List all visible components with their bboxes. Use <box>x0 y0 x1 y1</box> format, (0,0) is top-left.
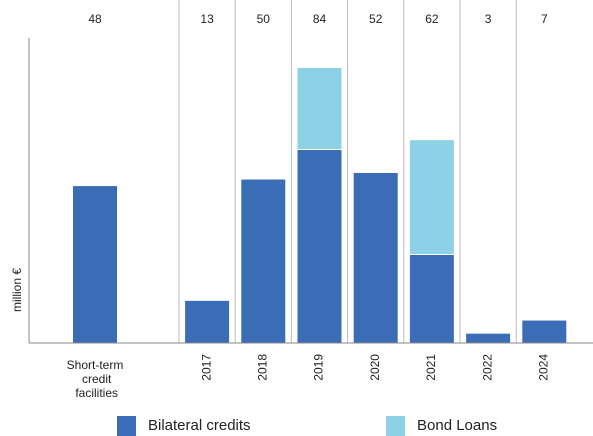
total-label: 13 <box>200 12 214 26</box>
x-tick-label: 2021 <box>424 354 438 381</box>
total-label: 84 <box>313 12 327 26</box>
x-tick-label: 2017 <box>199 354 213 381</box>
total-label: 48 <box>88 12 102 26</box>
legend-label: Bond Loans <box>417 417 497 434</box>
x-tick-label: 2019 <box>312 354 326 381</box>
bar <box>184 299 231 344</box>
x-tick-label: 2018 <box>255 354 269 381</box>
bar <box>465 332 512 344</box>
bar <box>408 139 455 255</box>
x-tick-label: 2020 <box>368 354 382 381</box>
total-label: 3 <box>485 12 492 26</box>
y-axis-label: million € <box>10 268 24 312</box>
bar <box>72 185 118 344</box>
x-tick-label: Short-term credit facilities <box>67 358 124 400</box>
total-label: 7 <box>541 12 548 26</box>
total-label: 62 <box>425 12 439 26</box>
total-label: 52 <box>369 12 383 26</box>
bar <box>352 171 399 344</box>
legend-swatch <box>386 416 405 436</box>
bar <box>296 149 343 344</box>
bar <box>521 319 568 344</box>
x-tick-label: 2022 <box>480 354 494 381</box>
x-tick-label: 2024 <box>536 354 550 381</box>
total-label: 50 <box>257 12 271 26</box>
legend-label: Bilateral credits <box>148 417 251 434</box>
bar <box>240 178 287 344</box>
legend-swatch <box>117 416 136 436</box>
bar <box>408 253 455 344</box>
bar <box>296 67 343 151</box>
